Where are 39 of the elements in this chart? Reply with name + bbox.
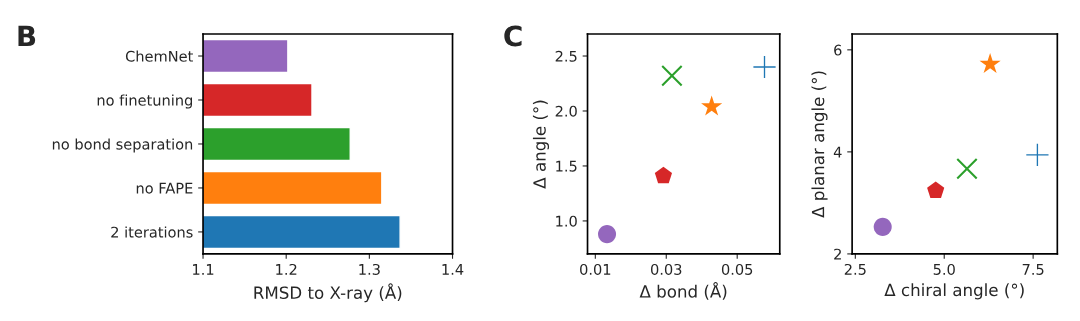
text: B bbox=[18, 25, 36, 47]
x-tick-label: 5.0 bbox=[933, 263, 955, 275]
y-tick-label: 2.0 bbox=[555, 105, 577, 117]
y-tick-label: 4 bbox=[833, 146, 842, 158]
text: C bbox=[504, 25, 522, 47]
x-tick-label: 0.01 bbox=[580, 263, 611, 275]
point bbox=[979, 53, 1001, 74]
point bbox=[753, 55, 776, 79]
x-tick-label: 0.05 bbox=[721, 263, 753, 275]
y-axis-title: Δ angle (°) bbox=[532, 100, 550, 189]
y-tick-label: 1.5 bbox=[556, 160, 577, 172]
point bbox=[598, 225, 617, 244]
y-tick-label: no finetuning bbox=[97, 94, 192, 109]
point bbox=[654, 166, 673, 184]
point bbox=[873, 217, 892, 236]
y-tick-label: no bond separation bbox=[52, 138, 193, 153]
y-tick-label: 2 bbox=[834, 248, 841, 260]
y-tick-label: 2.5 bbox=[555, 50, 577, 62]
x-axis-title: RMSD to X-ray (Å) bbox=[254, 283, 402, 303]
x-tick-label: 0.03 bbox=[650, 263, 682, 275]
point bbox=[701, 95, 723, 116]
y-tick-label: 6 bbox=[834, 44, 842, 56]
x-tick-label: 1.1 bbox=[193, 264, 214, 275]
x-tick-label: 1.2 bbox=[276, 263, 297, 275]
point bbox=[1026, 143, 1049, 167]
y-tick-label: 1.0 bbox=[556, 215, 577, 227]
y-tick-label: 2 iterations bbox=[111, 226, 193, 238]
y-tick-label: no FAPE bbox=[136, 182, 193, 194]
x-axis-title: Δ chiral angle (°) bbox=[884, 283, 1024, 300]
x-tick-label: 1.4 bbox=[442, 264, 464, 275]
y-tick-label: ChemNet bbox=[125, 50, 193, 62]
x-tick-label: 2.5 bbox=[844, 263, 866, 275]
x-tick-label: 1.3 bbox=[359, 263, 380, 275]
x-axis-title: Δ bond (Å) bbox=[639, 282, 727, 300]
x-tick-label: 7.5 bbox=[1022, 264, 1044, 275]
point bbox=[661, 65, 683, 87]
point bbox=[956, 157, 978, 180]
point bbox=[927, 181, 945, 198]
y-axis-title: Δ planar angle (°) bbox=[811, 71, 828, 218]
